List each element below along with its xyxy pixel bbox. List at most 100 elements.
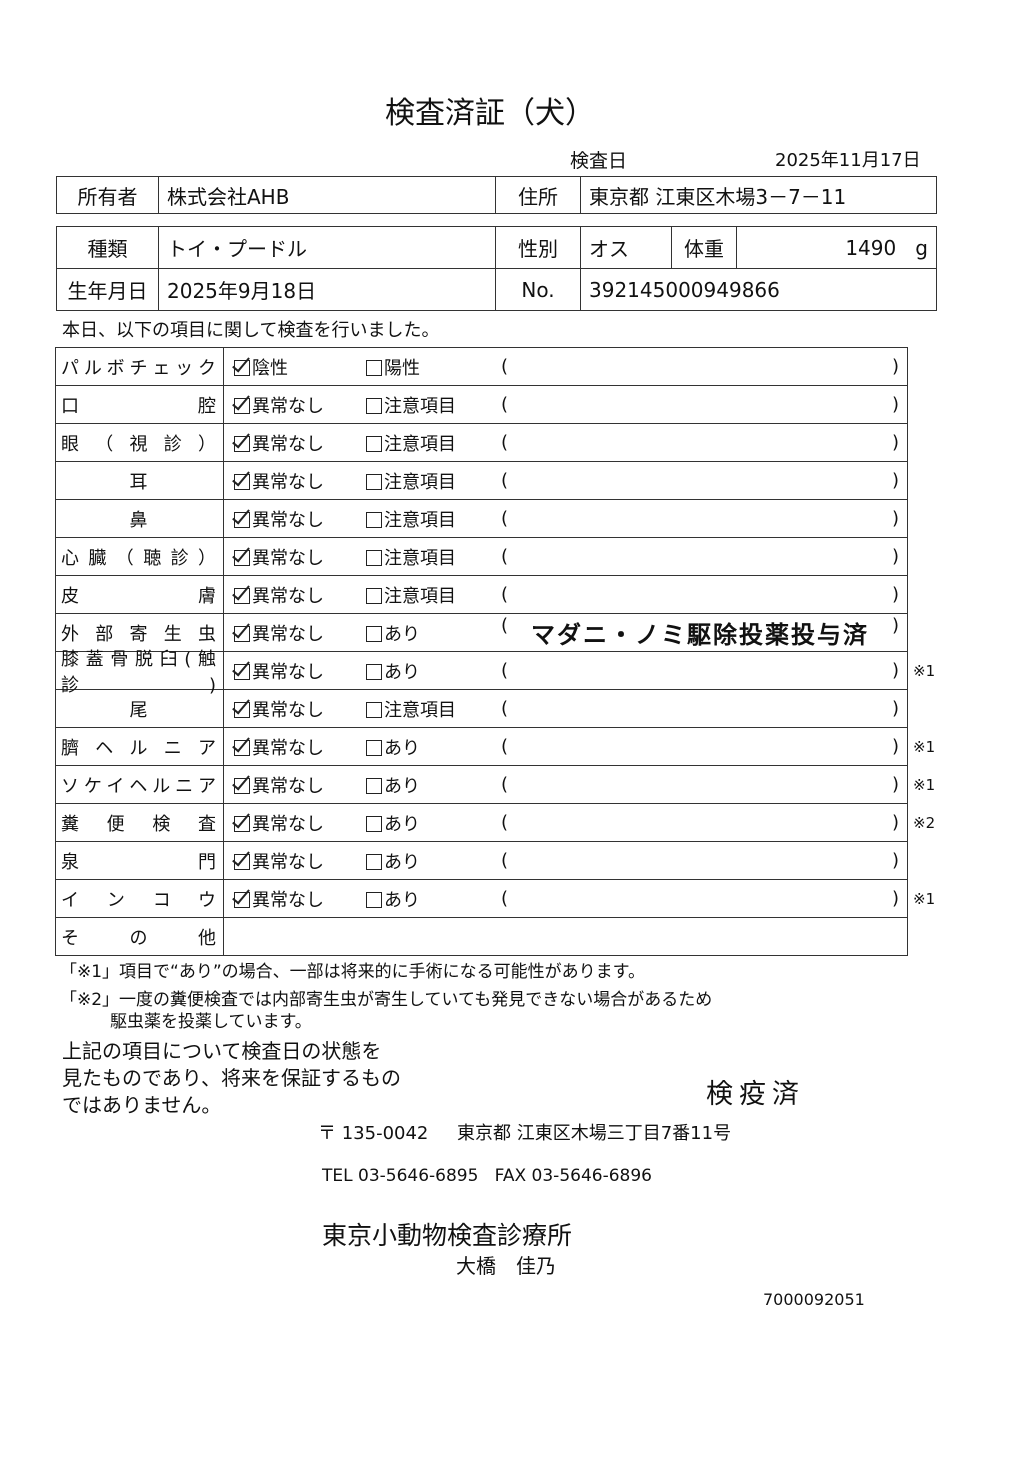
option-normal[interactable]: 異常なし [224,772,366,798]
checkbox-icon[interactable] [234,625,250,642]
option-normal[interactable]: 異常なし [224,620,366,646]
check-row: 皮膚 異常なし 注意項目 () [56,576,907,614]
checkbox-icon[interactable] [234,815,250,832]
option-normal[interactable]: 異常なし [224,392,366,418]
footnote-mark: ※1 [913,661,936,680]
checkbox-icon[interactable] [366,397,382,414]
checkbox-icon[interactable] [234,891,250,908]
option-normal[interactable]: 陰性 [224,354,366,380]
check-label: 耳 [56,462,224,499]
remarks-field: () [501,698,907,719]
checkbox-icon[interactable] [366,701,382,718]
option-abnormal[interactable]: あり [366,658,501,684]
owner-table: 所有者 株式会社AHB 住所 東京都 江東区木場3－7－11 [56,176,937,214]
close-paren: ) [891,888,899,909]
option-abnormal[interactable]: 注意項目 [366,506,501,532]
option-abnormal[interactable]: あり [366,772,501,798]
checkbox-icon[interactable] [366,625,382,642]
option-label: 異常なし [252,775,324,797]
option-abnormal[interactable]: 注意項目 [366,696,501,722]
checkbox-icon[interactable] [234,511,250,528]
option-abnormal[interactable]: あり [366,886,501,912]
check-label: 心臓（聴診） [56,538,224,575]
postal-code: 〒 135-0042 [318,1123,429,1144]
checkbox-icon[interactable] [234,777,250,794]
close-paren: ) [891,660,899,681]
exam-date-label: 検査日 [570,150,628,172]
option-abnormal[interactable]: あり [366,734,501,760]
checkbox-icon[interactable] [234,663,250,680]
checkbox-icon[interactable] [366,435,382,452]
checkbox-icon[interactable] [366,891,382,908]
close-paren: ) [891,812,899,833]
tel: TEL 03-5646-6895 [322,1166,479,1186]
option-normal[interactable]: 異常なし [224,696,366,722]
option-normal[interactable]: 異常なし [224,468,366,494]
checkbox-icon[interactable] [234,435,250,452]
checkbox-icon[interactable] [234,359,250,376]
option-abnormal[interactable]: 注意項目 [366,392,501,418]
check-label-text: 眼（視診） [61,433,218,455]
option-normal[interactable]: 異常なし [224,848,366,874]
checkbox-icon[interactable] [366,853,382,870]
option-normal[interactable]: 異常なし [224,886,366,912]
open-paren: ( [501,470,509,491]
checkbox-icon[interactable] [366,815,382,832]
dob-label: 生年月日 [56,268,159,311]
address-label: 住所 [495,176,581,214]
fax: FAX 03-5646-6896 [494,1166,652,1186]
checkbox-icon[interactable] [366,777,382,794]
checkbox-icon[interactable] [234,853,250,870]
check-row-other: その他 [56,918,907,956]
clinic-name: 東京小動物検査診療所 [322,1221,573,1250]
checkbox-icon[interactable] [234,549,250,566]
checkbox-icon[interactable] [234,397,250,414]
option-label: 異常なし [252,547,324,569]
option-normal[interactable]: 異常なし [224,734,366,760]
option-label: 注意項目 [384,395,456,417]
checkbox-icon[interactable] [366,473,382,490]
checkbox-icon[interactable] [234,701,250,718]
contact: TEL 03-5646-6895 FAX 03-5646-6896 [322,1166,652,1186]
option-normal[interactable]: 異常なし [224,544,366,570]
check-row: 外部寄生虫 異常なし あり (マダニ・ノミ駆除投薬投与済) [56,614,907,652]
checkbox-icon[interactable] [366,739,382,756]
checkbox-icon[interactable] [366,549,382,566]
option-normal[interactable]: 異常なし [224,582,366,608]
option-abnormal[interactable]: 注意項目 [366,430,501,456]
check-label: 口腔 [56,386,224,423]
option-label: 異常なし [252,623,324,645]
open-paren: ( [501,812,509,833]
checkbox-icon[interactable] [366,663,382,680]
option-abnormal[interactable]: 注意項目 [366,468,501,494]
checkbox-icon[interactable] [234,587,250,604]
checkbox-icon[interactable] [234,473,250,490]
option-normal[interactable]: 異常なし [224,658,366,684]
option-abnormal[interactable]: あり [366,620,501,646]
check-row: 口腔 異常なし 注意項目 () [56,386,907,424]
option-normal[interactable]: 異常なし [224,430,366,456]
option-normal[interactable]: 異常なし [224,506,366,532]
checkbox-icon[interactable] [366,511,382,528]
open-paren: ( [501,698,509,719]
option-abnormal[interactable]: あり [366,810,501,836]
option-normal[interactable]: 異常なし [224,810,366,836]
check-label-text: インコウ [61,889,218,911]
check-label-text: 外部寄生虫 [61,623,218,645]
checkbox-icon[interactable] [234,739,250,756]
option-label: あり [384,889,420,911]
option-abnormal[interactable]: あり [366,848,501,874]
no-value: 392145000949866 [580,268,937,311]
option-abnormal[interactable]: 注意項目 [366,544,501,570]
option-label: 異常なし [252,585,324,607]
check-row: ソケイヘルニア 異常なし あり () ※1 [56,766,935,804]
checkbox-icon[interactable] [366,359,382,376]
option-label: 陰性 [252,357,288,379]
checkbox-icon[interactable] [366,587,382,604]
check-label: 外部寄生虫 [56,614,224,651]
option-abnormal[interactable]: 注意項目 [366,582,501,608]
check-row: 尾 異常なし 注意項目 () [56,690,907,728]
intro-text: 本日、以下の項目に関して検査を行いました。 [62,320,440,341]
option-abnormal[interactable]: 陽性 [366,354,501,380]
close-paren: ) [891,546,899,567]
